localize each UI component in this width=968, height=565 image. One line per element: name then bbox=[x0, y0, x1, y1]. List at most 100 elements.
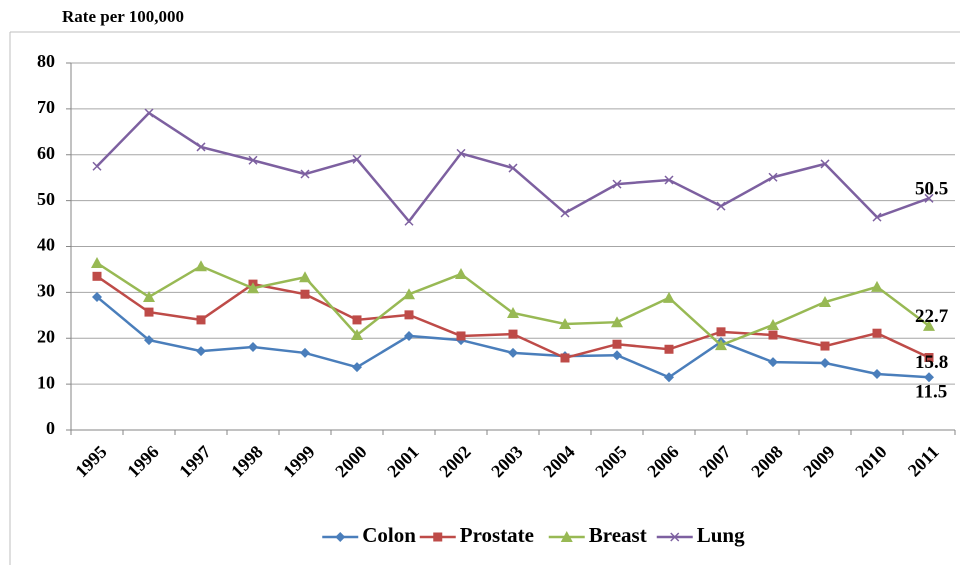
marker bbox=[560, 208, 570, 218]
x-tick-label: 2007 bbox=[695, 442, 735, 482]
marker bbox=[456, 148, 466, 158]
marker bbox=[404, 310, 414, 320]
marker bbox=[300, 169, 310, 179]
marker bbox=[404, 216, 414, 226]
marker bbox=[352, 362, 362, 373]
y-tick-label: 80 bbox=[37, 51, 55, 71]
marker bbox=[507, 307, 519, 319]
marker bbox=[299, 271, 311, 283]
marker bbox=[92, 271, 102, 281]
marker bbox=[670, 532, 680, 542]
marker bbox=[91, 257, 103, 269]
legend-label: Prostate bbox=[460, 523, 534, 547]
marker bbox=[195, 260, 207, 272]
legend-label: Lung bbox=[697, 523, 745, 547]
marker bbox=[768, 330, 778, 340]
marker bbox=[508, 329, 518, 339]
legend: Colon Prostate Breast Lung bbox=[322, 523, 745, 547]
marker bbox=[715, 339, 727, 351]
marker bbox=[767, 318, 779, 330]
x-tick-label: 1997 bbox=[175, 442, 215, 482]
x-tick-label: 2006 bbox=[643, 442, 683, 482]
marker bbox=[560, 531, 573, 542]
marker bbox=[144, 108, 154, 118]
x-tick-label: 2008 bbox=[747, 442, 787, 482]
marker bbox=[663, 291, 675, 303]
marker bbox=[196, 346, 206, 357]
marker bbox=[820, 159, 830, 169]
x-tick-label: 2009 bbox=[799, 442, 839, 482]
marker bbox=[924, 353, 934, 363]
marker bbox=[404, 330, 414, 341]
y-tick-label: 20 bbox=[37, 326, 55, 346]
marker bbox=[247, 282, 259, 294]
marker bbox=[560, 353, 570, 363]
marker bbox=[768, 172, 778, 182]
marker bbox=[820, 358, 830, 369]
marker bbox=[508, 163, 518, 173]
y-tick-label: 30 bbox=[37, 281, 55, 301]
marker bbox=[716, 327, 726, 337]
x-tick-label: 1999 bbox=[279, 442, 319, 482]
legend-label: Breast bbox=[589, 523, 647, 547]
x-tick-label: 1995 bbox=[71, 442, 111, 482]
x-tick-label: 1996 bbox=[123, 442, 163, 482]
marker bbox=[612, 179, 622, 189]
marker bbox=[455, 268, 467, 280]
x-tick-label: 2004 bbox=[539, 442, 579, 482]
y-tick-label: 0 bbox=[46, 418, 55, 438]
marker bbox=[819, 296, 831, 308]
marker bbox=[196, 315, 206, 325]
y-axis-label: Rate per 100,000 bbox=[62, 7, 184, 26]
marker bbox=[143, 290, 155, 302]
marker bbox=[144, 335, 154, 346]
marker bbox=[335, 532, 346, 542]
marker bbox=[923, 319, 935, 331]
marker bbox=[664, 344, 674, 354]
marker bbox=[664, 372, 674, 383]
y-tick-label: 50 bbox=[37, 189, 55, 209]
marker bbox=[820, 341, 830, 351]
marker bbox=[508, 347, 518, 358]
marker bbox=[92, 161, 102, 171]
marker bbox=[403, 288, 415, 300]
x-tick-label: 2011 bbox=[904, 442, 943, 481]
x-tick-label: 2005 bbox=[591, 442, 631, 482]
marker bbox=[300, 347, 310, 358]
marker bbox=[871, 280, 883, 292]
marker bbox=[300, 289, 310, 299]
y-tick-label: 40 bbox=[37, 235, 55, 255]
x-tick-label: 2002 bbox=[435, 442, 475, 482]
marker bbox=[351, 329, 363, 341]
marker bbox=[611, 316, 623, 328]
marker bbox=[352, 315, 362, 325]
data-label: 11.5 bbox=[915, 382, 947, 403]
marker bbox=[664, 175, 674, 185]
y-tick-label: 70 bbox=[37, 97, 55, 117]
marker bbox=[612, 350, 622, 361]
marker bbox=[144, 307, 154, 317]
marker bbox=[768, 357, 778, 368]
legend-label: Colon bbox=[362, 523, 416, 547]
marker bbox=[559, 318, 571, 330]
marker bbox=[456, 331, 466, 341]
data-label: 15.8 bbox=[915, 352, 948, 373]
marker bbox=[612, 339, 622, 349]
marker bbox=[196, 142, 206, 152]
x-tick-label: 2010 bbox=[851, 442, 891, 482]
marker bbox=[248, 341, 258, 352]
marker bbox=[872, 369, 882, 380]
marker bbox=[872, 212, 882, 222]
y-tick-label: 60 bbox=[37, 143, 55, 163]
x-tick-label: 2003 bbox=[487, 442, 527, 482]
x-tick-label: 1998 bbox=[227, 442, 267, 482]
marker bbox=[872, 328, 882, 338]
x-tick-label: 2001 bbox=[383, 442, 423, 482]
marker bbox=[924, 193, 934, 203]
marker bbox=[716, 201, 726, 211]
y-tick-label: 10 bbox=[37, 372, 55, 392]
marker bbox=[248, 155, 258, 165]
marker bbox=[352, 154, 362, 164]
marker bbox=[433, 532, 443, 542]
